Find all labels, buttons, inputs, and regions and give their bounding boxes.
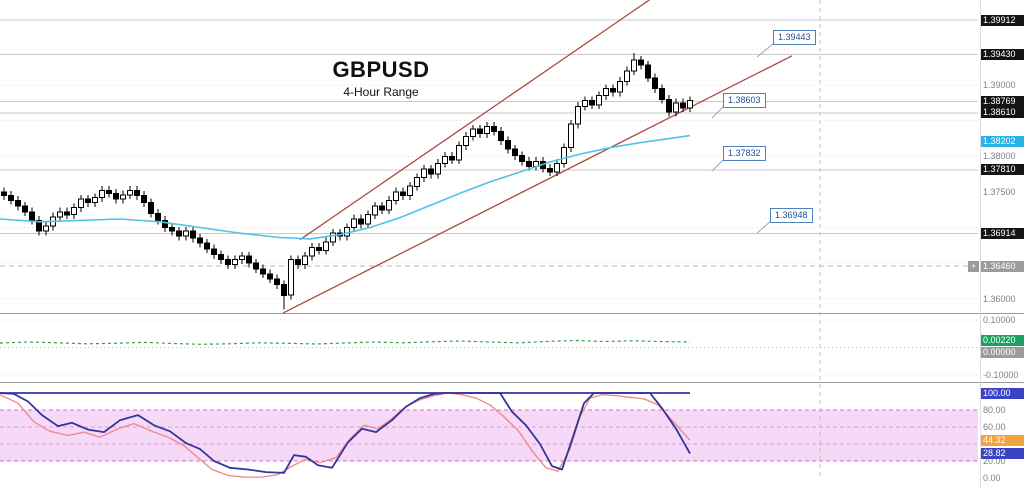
momentum-pane [0, 319, 978, 376]
trend-channel[interactable] [282, 0, 793, 314]
moving-average-line[interactable] [0, 134, 691, 240]
price-callout-1[interactable]: 1.38603 [723, 93, 766, 108]
callout-leader-line [711, 158, 725, 172]
price-callout-2[interactable]: 1.37832 [723, 146, 766, 161]
channel-lower[interactable] [282, 55, 793, 314]
callout-leader-line [756, 220, 772, 234]
price-gridlines [0, 19, 978, 300]
momentum-series [0, 339, 691, 345]
stochastic-signal-line [0, 392, 691, 478]
stochastic-pane [0, 392, 978, 478]
callout-leader-line [711, 105, 725, 119]
price-callout-3[interactable]: 1.36948 [770, 208, 813, 223]
price-callout-0[interactable]: 1.39443 [773, 30, 816, 45]
channel-upper[interactable] [299, 0, 651, 241]
stochastic-band [0, 410, 978, 461]
callout-leader-line [756, 42, 775, 58]
stochastic-main-line [0, 392, 691, 474]
add-order-plus-button[interactable]: + [968, 260, 979, 272]
candlesticks [1, 52, 693, 310]
